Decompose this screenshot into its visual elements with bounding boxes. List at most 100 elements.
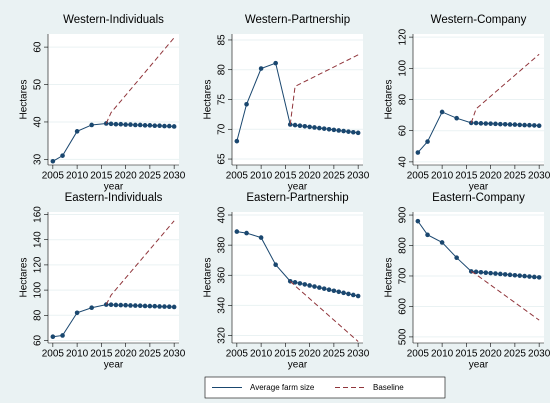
- marker: [425, 139, 430, 144]
- y-tick-label: 340: [217, 297, 228, 314]
- marker: [346, 291, 351, 297]
- marker: [152, 303, 158, 309]
- marker: [307, 124, 312, 130]
- marker: [108, 121, 114, 127]
- x-tick-label: 2015: [90, 349, 113, 360]
- x-axis-label: year: [469, 360, 489, 371]
- marker: [147, 123, 153, 128]
- marker: [498, 271, 503, 277]
- marker: [171, 124, 177, 129]
- marker: [531, 123, 537, 128]
- marker: [108, 302, 114, 308]
- panel-title: Eastern-Company: [432, 192, 525, 204]
- y-axis-label: Hectares: [19, 257, 30, 297]
- x-tick-label: 2030: [163, 171, 186, 182]
- plot-area: [48, 212, 179, 343]
- marker: [425, 232, 430, 238]
- series-line: [470, 53, 540, 124]
- marker: [166, 123, 172, 129]
- marker: [488, 270, 493, 276]
- legend-label: Average farm size: [250, 383, 315, 392]
- marker: [118, 302, 124, 308]
- marker: [307, 283, 312, 288]
- legend-label: Baseline: [373, 383, 404, 392]
- marker: [273, 60, 278, 66]
- y-tick-label: 85: [217, 34, 228, 46]
- marker: [350, 292, 356, 298]
- marker: [439, 109, 445, 115]
- marker: [74, 310, 80, 316]
- x-axis-label: year: [469, 182, 489, 193]
- panel-title: Western-Individuals: [63, 14, 164, 26]
- marker: [152, 123, 158, 128]
- x-tick-label: 2015: [455, 349, 478, 360]
- marker: [297, 123, 303, 128]
- marker: [162, 304, 167, 309]
- marker: [317, 285, 322, 290]
- marker: [336, 128, 342, 133]
- y-tick-label: 320: [217, 327, 228, 344]
- marker: [89, 305, 94, 311]
- marker: [157, 304, 162, 309]
- marker: [415, 150, 421, 155]
- x-tick-label: 2025: [504, 349, 527, 360]
- marker: [50, 158, 56, 164]
- y-tick-label: 60: [398, 125, 409, 137]
- plot-area: [413, 212, 544, 343]
- marker: [483, 121, 489, 126]
- marker: [258, 235, 264, 240]
- marker: [517, 273, 523, 278]
- marker: [493, 271, 498, 276]
- marker: [331, 288, 337, 294]
- marker: [493, 121, 498, 127]
- marker: [74, 129, 80, 134]
- marker: [60, 153, 65, 158]
- marker: [258, 66, 264, 71]
- y-tick-label: 60: [33, 41, 44, 53]
- marker: [89, 122, 94, 128]
- marker: [312, 284, 317, 289]
- marker: [234, 138, 240, 144]
- y-tick-label: 700: [398, 267, 409, 284]
- marker: [234, 229, 240, 234]
- marker: [346, 129, 351, 134]
- marker: [162, 123, 167, 129]
- y-tick-label: 500: [398, 328, 409, 345]
- series-line: [289, 54, 359, 125]
- marker: [147, 303, 153, 309]
- marker: [517, 122, 523, 128]
- marker: [157, 123, 162, 128]
- x-tick-label: 2025: [323, 349, 346, 360]
- y-tick-label: 80: [398, 94, 409, 106]
- y-axis-label: Hectares: [384, 257, 395, 297]
- y-axis-label: Hectares: [19, 79, 30, 119]
- marker: [415, 218, 421, 224]
- marker: [133, 122, 138, 128]
- x-tick-label: 2020: [115, 171, 138, 182]
- x-tick-label: 2010: [431, 349, 454, 360]
- marker: [498, 121, 503, 127]
- y-tick-label: 800: [398, 237, 409, 254]
- marker: [341, 290, 346, 296]
- x-tick-label: 2030: [528, 349, 550, 360]
- x-tick-label: 2030: [347, 171, 370, 182]
- marker: [292, 280, 298, 285]
- y-tick-label: 100: [33, 281, 44, 298]
- marker: [502, 121, 508, 127]
- marker: [483, 270, 489, 275]
- y-tick-label: 120: [33, 256, 44, 273]
- marker: [454, 115, 459, 121]
- y-tick-label: 400: [217, 206, 228, 223]
- marker: [317, 125, 322, 131]
- x-tick-label: 2015: [274, 171, 297, 182]
- series-line: [470, 270, 540, 321]
- x-tick-label: 2020: [480, 349, 503, 360]
- x-tick-label: 2020: [299, 171, 322, 182]
- x-axis-label: year: [104, 182, 124, 193]
- y-tick-label: 140: [33, 231, 44, 248]
- marker: [502, 272, 508, 277]
- marker: [137, 303, 143, 309]
- x-tick-label: 2005: [226, 171, 249, 182]
- y-tick-label: 65: [217, 153, 228, 165]
- marker: [473, 120, 479, 126]
